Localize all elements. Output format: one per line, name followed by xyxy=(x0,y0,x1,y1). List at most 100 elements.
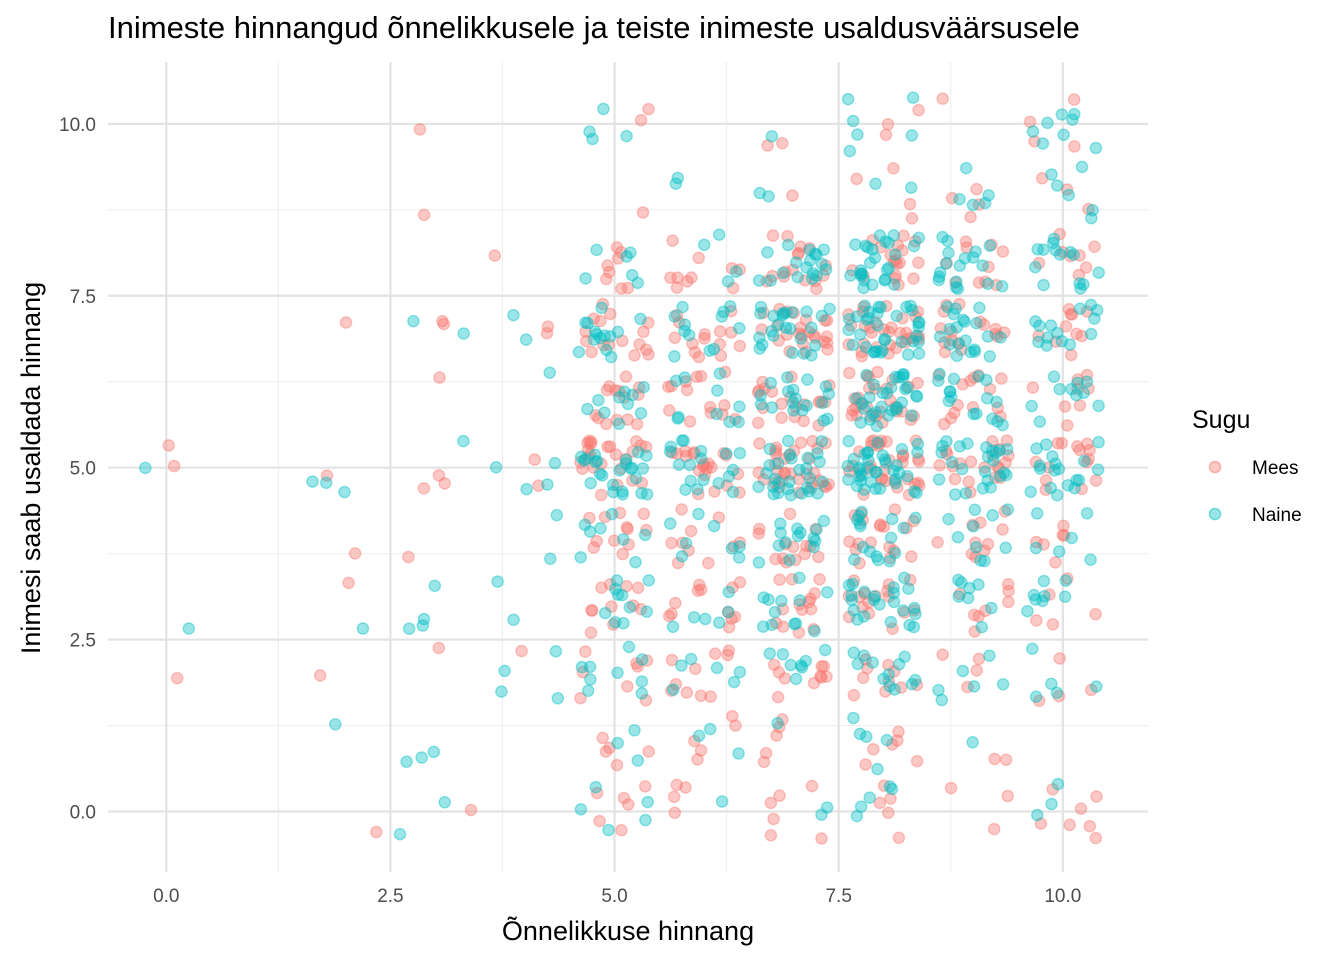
data-point xyxy=(755,338,769,352)
data-point xyxy=(1092,435,1105,449)
data-point xyxy=(968,345,982,358)
data-point xyxy=(678,371,692,384)
data-point xyxy=(964,485,977,499)
data-point xyxy=(871,318,884,332)
data-point xyxy=(640,523,653,537)
data-point xyxy=(944,390,958,404)
data-point xyxy=(754,389,768,402)
data-point xyxy=(805,779,819,793)
data-point xyxy=(815,808,828,822)
data-point xyxy=(1000,468,1013,482)
data-point xyxy=(817,243,831,256)
data-point xyxy=(549,645,563,658)
data-point xyxy=(1053,382,1066,396)
data-point xyxy=(1080,375,1094,389)
data-point xyxy=(775,474,789,488)
data-point xyxy=(933,330,947,344)
data-point xyxy=(891,481,904,494)
data-point xyxy=(954,343,968,357)
data-point xyxy=(621,680,634,693)
data-point xyxy=(793,463,806,477)
data-point xyxy=(854,267,868,281)
data-point xyxy=(882,806,895,820)
data-point xyxy=(532,479,545,493)
data-point xyxy=(457,434,470,448)
data-point xyxy=(602,823,615,837)
data-point xyxy=(879,235,892,248)
legend-label-mees: Mees xyxy=(1252,458,1298,479)
data-point xyxy=(803,452,816,466)
data-point xyxy=(887,161,900,175)
data-point xyxy=(892,278,905,292)
data-point xyxy=(902,380,915,394)
data-point xyxy=(597,338,610,352)
data-point xyxy=(883,540,896,554)
data-point xyxy=(770,319,784,333)
data-point xyxy=(697,238,711,252)
data-point xyxy=(951,282,965,296)
data-point xyxy=(789,617,803,630)
data-point xyxy=(897,521,911,535)
data-point xyxy=(996,245,1010,258)
data-point xyxy=(764,274,778,287)
data-point xyxy=(848,392,861,405)
data-point xyxy=(884,792,897,805)
data-point xyxy=(987,454,1000,467)
data-point xyxy=(985,601,998,615)
data-point xyxy=(771,464,785,478)
data-point xyxy=(896,450,910,464)
data-point xyxy=(851,128,864,141)
data-point xyxy=(319,476,333,490)
data-point xyxy=(635,476,649,490)
data-point xyxy=(1037,538,1050,551)
data-point xyxy=(955,576,968,589)
data-point xyxy=(620,129,633,143)
data-point xyxy=(858,587,872,600)
data-point xyxy=(681,275,694,288)
data-point xyxy=(788,410,802,424)
data-point xyxy=(908,234,922,248)
data-point xyxy=(779,321,793,335)
data-point xyxy=(882,590,896,603)
data-point xyxy=(905,550,918,563)
data-point xyxy=(579,316,592,330)
data-point xyxy=(1050,686,1064,700)
data-point xyxy=(804,539,818,553)
data-point xyxy=(581,684,595,698)
data-point xyxy=(967,371,981,385)
data-point xyxy=(802,325,816,339)
data-point xyxy=(854,416,868,429)
data-point xyxy=(899,382,912,396)
data-point xyxy=(933,266,947,279)
data-point xyxy=(712,476,726,490)
data-point xyxy=(997,466,1011,480)
data-point xyxy=(761,139,774,152)
data-point xyxy=(972,198,986,211)
data-point xyxy=(1083,443,1096,457)
data-point xyxy=(843,366,856,380)
data-point xyxy=(760,274,774,288)
data-point xyxy=(593,467,607,481)
data-point xyxy=(356,622,370,635)
data-point xyxy=(1021,604,1034,618)
data-point xyxy=(757,591,771,604)
data-point xyxy=(908,601,921,615)
data-point xyxy=(968,503,982,517)
data-point xyxy=(1064,249,1077,263)
data-point xyxy=(784,390,797,404)
data-point xyxy=(595,301,608,315)
data-point xyxy=(944,781,958,795)
data-point xyxy=(1040,339,1053,352)
data-point xyxy=(842,610,856,624)
data-point xyxy=(994,410,1007,423)
data-point xyxy=(619,370,633,384)
data-point xyxy=(694,452,708,465)
data-point xyxy=(1039,438,1053,451)
data-point xyxy=(1080,368,1094,382)
data-point xyxy=(342,576,355,590)
data-point xyxy=(869,405,882,419)
data-point xyxy=(948,406,961,420)
data-point xyxy=(952,336,966,350)
data-point xyxy=(776,620,790,634)
data-point xyxy=(1051,777,1065,791)
